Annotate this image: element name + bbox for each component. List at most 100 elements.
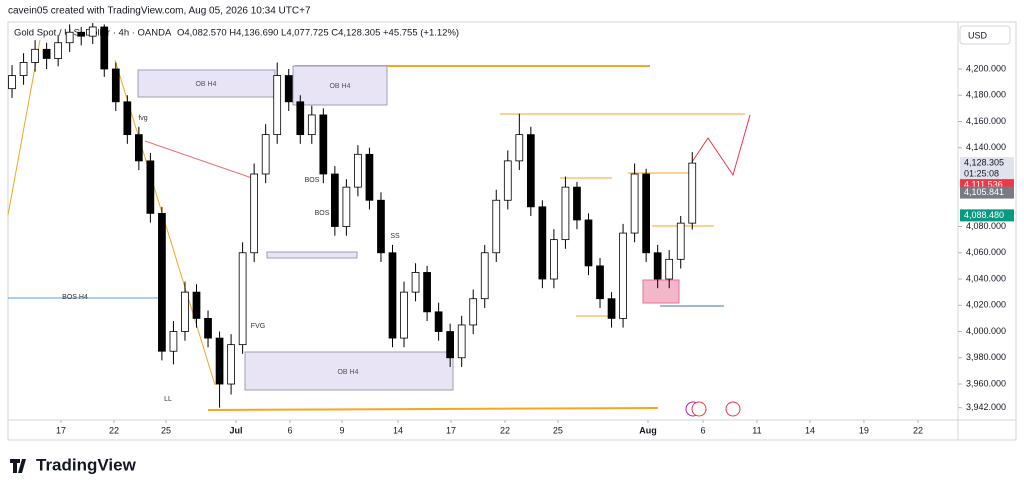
x-tick-label: 25: [161, 425, 171, 435]
annotation: OB H4: [195, 81, 216, 88]
y-tick-label: 4,160.000: [966, 116, 1006, 126]
annotation: SS: [390, 233, 400, 240]
price-label: 4,105.841: [964, 187, 1004, 197]
candle-body: [550, 239, 558, 280]
price-label: 4,111.536: [964, 179, 1003, 189]
countdown: 01:25:08: [964, 168, 999, 178]
y-tick-label: 4,200.000: [966, 63, 1006, 73]
x-tick-label: 19: [859, 425, 869, 435]
annotation: LL: [164, 396, 172, 403]
candle-body: [261, 134, 270, 175]
candle-body: [619, 232, 627, 319]
candle-body: [123, 101, 132, 136]
logo: [10, 459, 26, 473]
candle-body: [77, 31, 86, 37]
y-tick-label: 4,080.000: [966, 221, 1006, 231]
candle-body: [169, 331, 178, 352]
candle-body: [354, 153, 362, 188]
line: [144, 140, 253, 179]
candle-body: [296, 101, 305, 136]
candle-body: [480, 252, 489, 300]
candle-body: [630, 173, 639, 234]
y-tick-label: 4,140.000: [966, 142, 1006, 152]
level-line: [207, 407, 659, 411]
candle-body: [584, 219, 593, 267]
candle-body: [400, 291, 408, 339]
candle-body: [469, 298, 478, 326]
candle-body: [158, 212, 166, 352]
price-label-box: [960, 209, 1014, 222]
x-tick-label: 6: [287, 425, 292, 435]
candle-body: [54, 42, 63, 59]
candle-body: [250, 173, 259, 254]
candle-body: [31, 48, 39, 63]
annotation: FVG: [251, 323, 265, 330]
x-tick-label: 6: [700, 425, 705, 435]
candle-body: [319, 114, 328, 175]
currency-button[interactable]: [959, 25, 1011, 45]
candle-body: [642, 173, 650, 254]
price-label-box: [960, 157, 1014, 182]
candle-body: [273, 75, 282, 136]
credit: cavein05 created with TradingView.com, A…: [8, 6, 311, 17]
candle-body: [411, 272, 420, 293]
candle-body: [307, 114, 316, 136]
candle-body: [65, 31, 74, 44]
x-tick-label: 14: [805, 425, 815, 435]
x-tick-label: 11: [752, 425, 761, 435]
candle-body: [561, 186, 570, 241]
ohlc: O4,082.570 H4,136.690 L4,077.725 C4,128.…: [177, 28, 459, 39]
candle-body: [573, 186, 581, 221]
candle-body: [492, 199, 501, 254]
candle-body: [538, 206, 547, 280]
candle-body: [503, 160, 512, 201]
candle-body: [8, 75, 16, 90]
y-tick-label: 3,960.000: [966, 378, 1006, 388]
y-tick-label: 4,020.000: [966, 300, 1006, 310]
candle-body: [596, 265, 604, 300]
y-tick-label: 4,000.000: [966, 326, 1006, 336]
y-tick-label: 3,980.000: [966, 352, 1006, 362]
x-tick-label: Aug: [639, 425, 657, 435]
ob-box: [137, 69, 276, 98]
annotation: BOS: [305, 177, 320, 184]
x-tick-label: 25: [553, 425, 563, 435]
candle-body: [204, 317, 212, 339]
fvg-box: [642, 279, 680, 304]
candle-body: [515, 134, 524, 162]
x-tick-label: 9: [339, 425, 344, 435]
y-tick-label: 4,040.000: [966, 273, 1006, 283]
candle-body: [607, 298, 616, 319]
candle-body: [526, 134, 535, 208]
candle-body: [215, 337, 224, 385]
price-label: 4,088.480: [964, 210, 1004, 220]
annotation: OB H4: [337, 369, 358, 376]
y-tick-label: 3,942.000: [966, 402, 1006, 412]
x-tick-label: 17: [56, 425, 66, 435]
fvg-box: [266, 251, 358, 259]
candle-body: [423, 272, 431, 313]
ob-box: [244, 351, 454, 391]
annotation: OB H4: [329, 83, 350, 90]
candle-body: [653, 252, 662, 280]
candle-body: [446, 331, 455, 359]
x-tick-label: 17: [446, 425, 456, 435]
annotation: fvg: [138, 115, 147, 122]
y-tick-label: 4,060.000: [966, 247, 1006, 257]
price-label-box: [960, 186, 1014, 199]
candle-body: [111, 68, 120, 103]
annotation: BOS H4: [62, 294, 88, 301]
x-tick-label: 22: [500, 425, 510, 435]
event-icon[interactable]: [725, 401, 741, 417]
currency: USD: [968, 30, 988, 40]
candle-body: [88, 26, 97, 37]
y-tick-label: 4,180.000: [966, 90, 1006, 100]
candle-body: [146, 160, 155, 214]
candle-body: [100, 26, 109, 70]
event-icon[interactable]: [691, 401, 707, 417]
candle-body: [434, 311, 443, 332]
candle-body: [676, 222, 685, 260]
candle-body: [19, 62, 28, 76]
candle-body: [227, 344, 235, 385]
price-label: 4,128.305: [964, 157, 1004, 167]
